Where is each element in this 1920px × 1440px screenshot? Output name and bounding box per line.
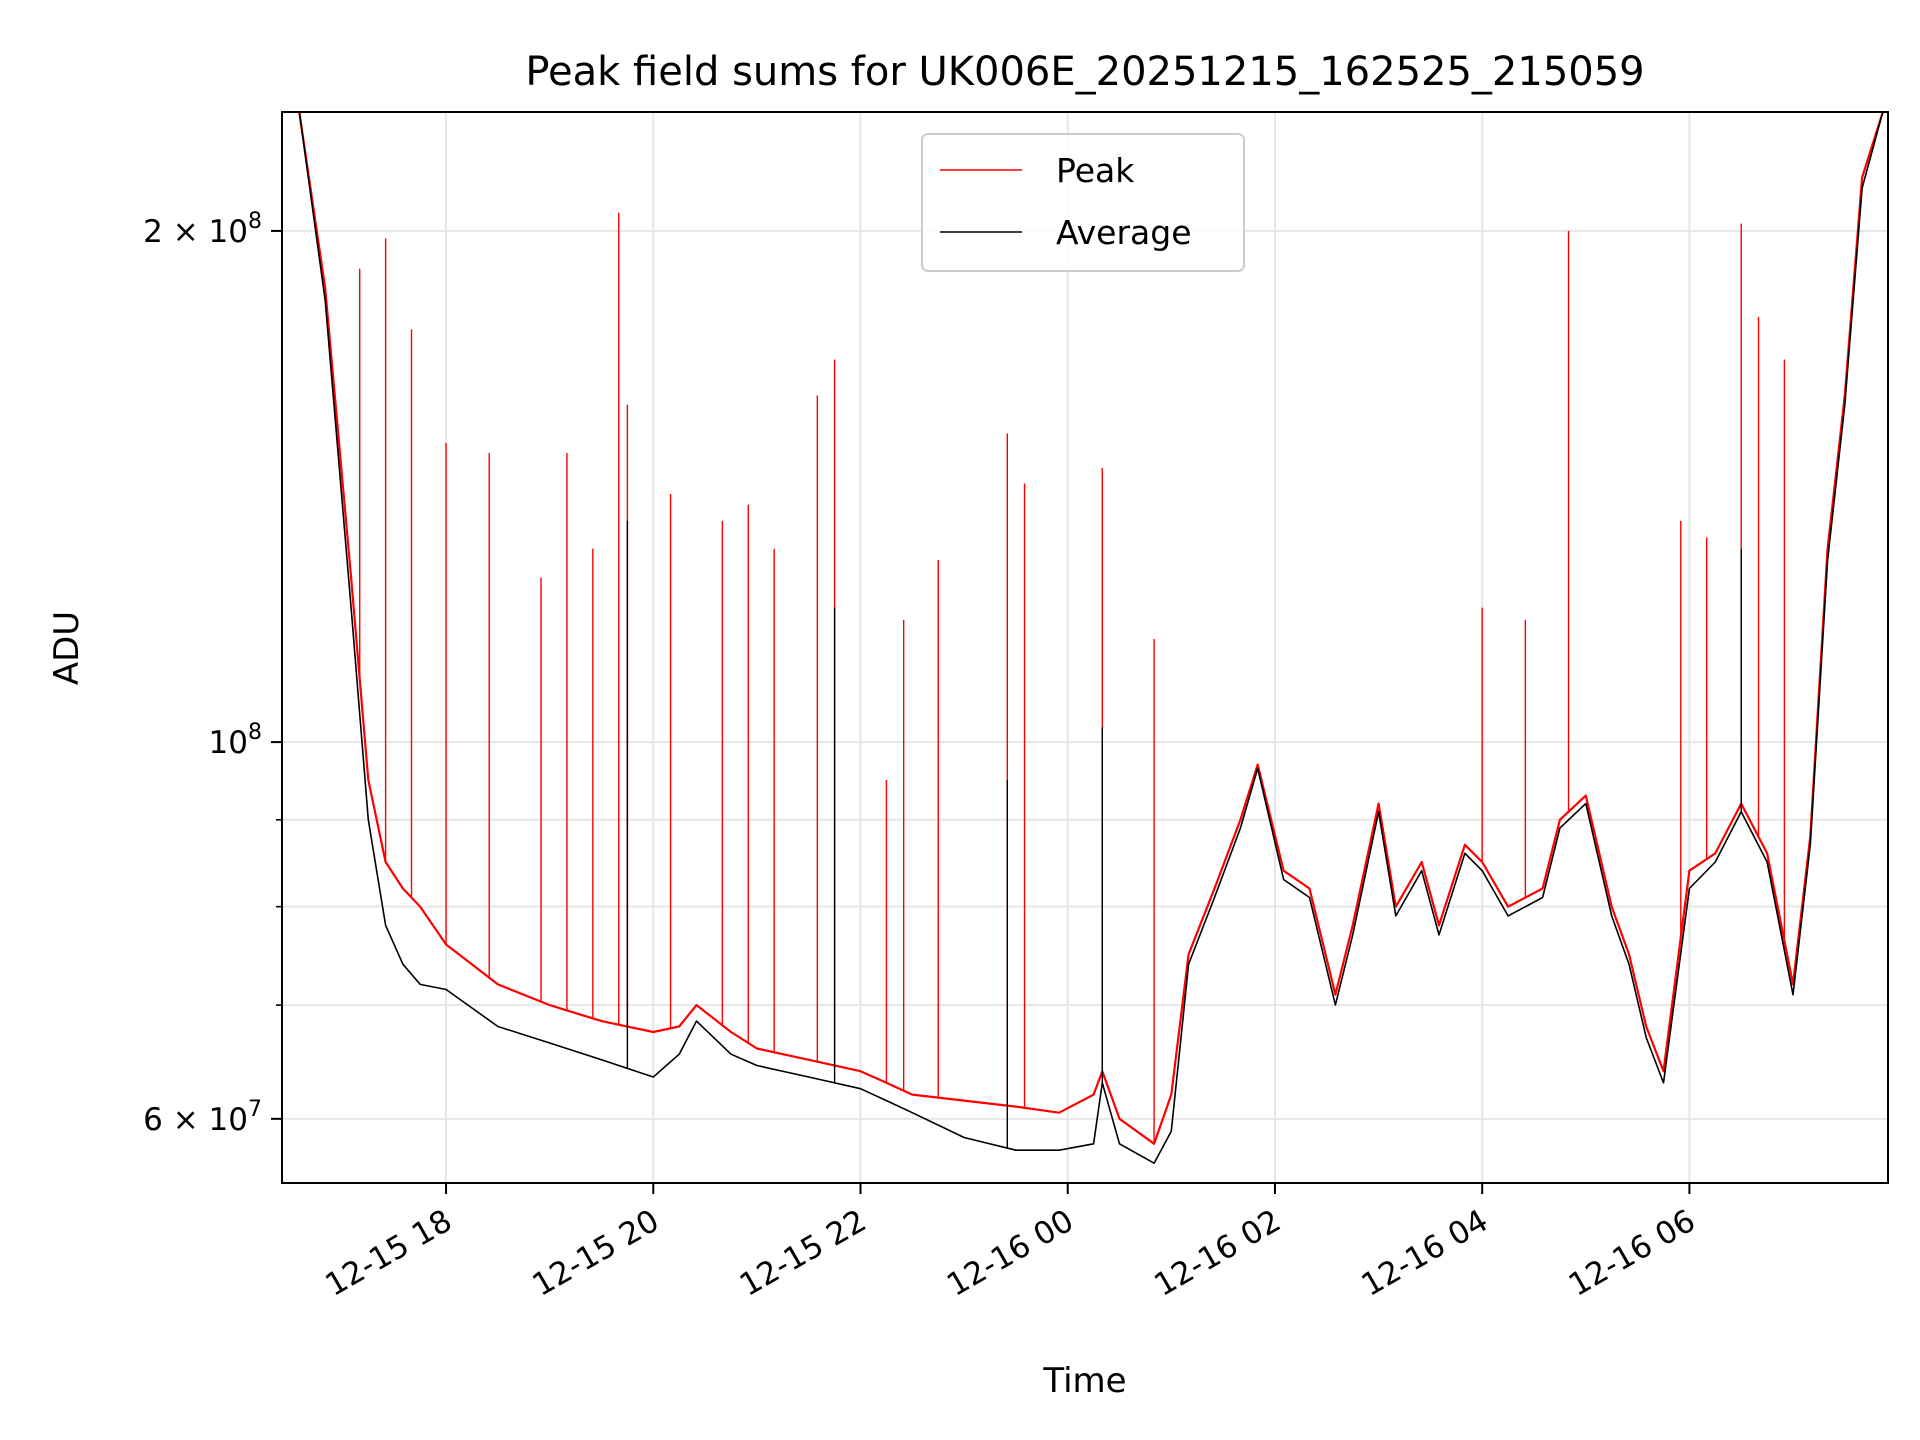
y-tick-label: 6 × 107 <box>143 1097 262 1138</box>
chart-title: Peak field sums for UK006E_20251215_1625… <box>525 49 1644 95</box>
series-line-average <box>298 112 1884 1164</box>
y-axis-label: ADU <box>47 611 87 685</box>
y-tick-label: 2 × 108 <box>143 209 262 250</box>
x-axis-label: Time <box>1042 1361 1126 1401</box>
legend-label-average: Average <box>1056 213 1192 252</box>
legend-label-peak: Peak <box>1056 151 1135 190</box>
series-layer <box>298 112 1884 1164</box>
legend-box <box>921 133 1245 272</box>
plot-area-frame <box>281 111 1889 1184</box>
legend: Peak Average <box>921 133 1245 272</box>
